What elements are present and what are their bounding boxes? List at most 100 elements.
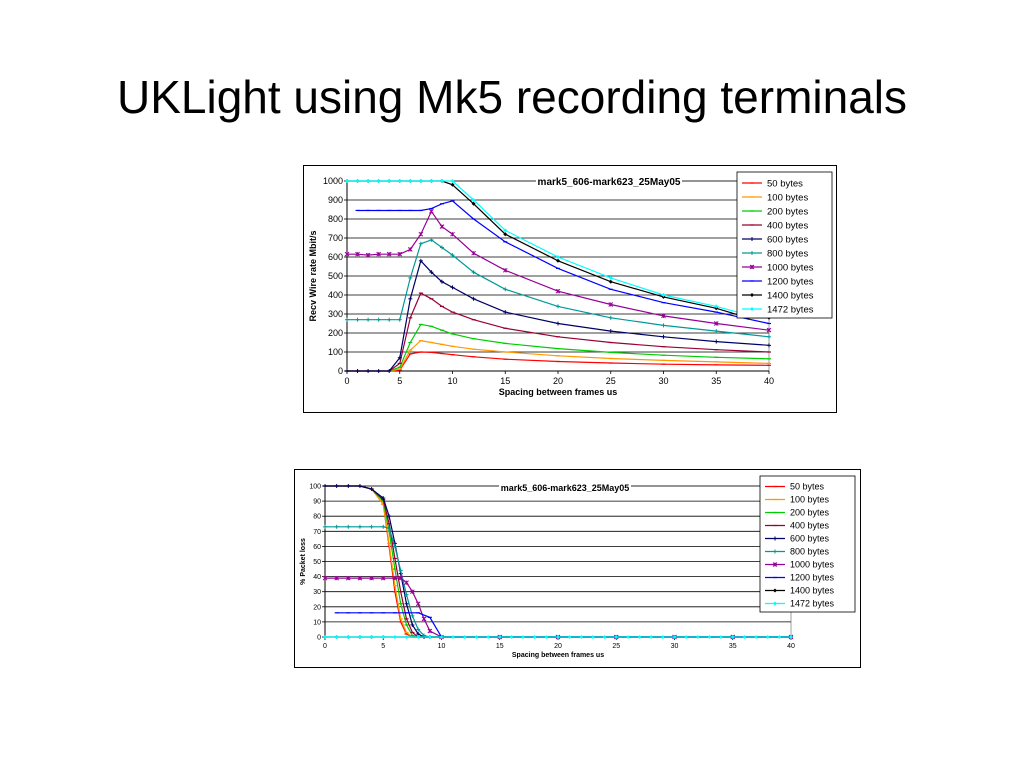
legend bbox=[759, 475, 856, 613]
point bbox=[556, 304, 560, 309]
legend-label: 1472 bytes bbox=[790, 599, 835, 609]
x-tick-label: 25 bbox=[606, 376, 616, 386]
legend-label: 50 bytes bbox=[790, 482, 825, 492]
legend-label: 600 bytes bbox=[767, 234, 808, 245]
point bbox=[369, 635, 374, 639]
legend-label: 400 bytes bbox=[790, 521, 830, 531]
point bbox=[714, 339, 719, 344]
point bbox=[521, 635, 526, 639]
point bbox=[376, 179, 381, 183]
x-tick-label: 25 bbox=[612, 643, 620, 650]
legend-entry: 100 bytes bbox=[765, 495, 830, 505]
point bbox=[387, 514, 392, 519]
point bbox=[410, 622, 415, 627]
point bbox=[767, 343, 771, 348]
legend-entry: 1200 bytes bbox=[742, 276, 814, 287]
packet-loss-chart: 0 10 20 30 40 50 60 70 80 90 100 0 5 10 15 20 25 30 35 40 Sp… bbox=[294, 469, 861, 668]
y-tick-label: 90 bbox=[313, 499, 321, 506]
point bbox=[408, 296, 413, 301]
y-tick-label: 60 bbox=[313, 544, 321, 551]
point bbox=[637, 635, 642, 639]
point bbox=[661, 313, 666, 319]
point bbox=[556, 635, 560, 639]
point bbox=[397, 179, 402, 183]
legend-entry: 1000 bytes bbox=[742, 262, 814, 273]
legend-entry: 200 bytes bbox=[742, 206, 808, 217]
x-axis-label: Spacing between frames us bbox=[512, 652, 604, 659]
point bbox=[462, 635, 467, 639]
legend-label: 200 bytes bbox=[790, 508, 830, 518]
point bbox=[323, 484, 327, 488]
legend-entry: 800 bytes bbox=[765, 547, 830, 557]
legend bbox=[736, 171, 833, 319]
series-1200-bytes bbox=[355, 200, 771, 325]
point bbox=[451, 635, 456, 639]
point bbox=[503, 228, 508, 233]
point bbox=[754, 635, 759, 639]
point bbox=[407, 247, 413, 252]
point bbox=[346, 635, 351, 639]
legend-entry: 400 bytes bbox=[742, 220, 808, 231]
legend-entry: 1000 bytes bbox=[765, 560, 835, 570]
y-tick-label: 900 bbox=[328, 195, 343, 205]
x-tick-label: 10 bbox=[438, 643, 446, 650]
legend-entry: 600 bytes bbox=[742, 234, 808, 245]
legend-label: 100 bytes bbox=[767, 192, 808, 203]
point bbox=[355, 251, 360, 257]
point bbox=[471, 296, 476, 301]
x-tick-label: 40 bbox=[787, 643, 795, 650]
point bbox=[381, 496, 386, 501]
y-tick-label: 0 bbox=[317, 634, 321, 641]
point bbox=[427, 628, 433, 634]
point bbox=[398, 568, 403, 573]
point bbox=[429, 270, 434, 275]
y-tick-label: 50 bbox=[313, 559, 321, 566]
point bbox=[773, 601, 777, 606]
point bbox=[450, 179, 455, 183]
legend-entry: 50 bytes bbox=[742, 178, 803, 189]
y-tick-label: 30 bbox=[313, 589, 321, 596]
point bbox=[418, 241, 423, 246]
point bbox=[355, 369, 360, 373]
legend-label: 1472 bytes bbox=[767, 304, 814, 315]
point bbox=[555, 288, 561, 294]
point bbox=[355, 317, 360, 322]
point bbox=[649, 635, 654, 639]
x-tick-label: 0 bbox=[323, 643, 327, 650]
point bbox=[376, 251, 382, 257]
point bbox=[323, 635, 327, 639]
point bbox=[357, 524, 362, 529]
legend-label: 1000 bytes bbox=[790, 560, 835, 570]
point bbox=[661, 293, 666, 297]
point bbox=[404, 592, 409, 597]
point bbox=[750, 237, 754, 241]
point bbox=[497, 635, 502, 639]
legend-entry: 400 bytes bbox=[765, 521, 830, 531]
point bbox=[392, 575, 398, 581]
point bbox=[357, 635, 362, 639]
x-tick-label: 5 bbox=[397, 376, 402, 386]
y-tick-label: 400 bbox=[328, 290, 343, 300]
chart-title: mark5_606-mark623_25May05 bbox=[501, 483, 630, 493]
point bbox=[486, 635, 491, 639]
legend-entry: 100 bytes bbox=[742, 192, 808, 203]
point bbox=[556, 258, 560, 263]
point bbox=[608, 315, 613, 320]
point bbox=[450, 285, 455, 290]
point bbox=[502, 267, 508, 273]
point bbox=[750, 307, 754, 311]
point bbox=[418, 179, 423, 183]
point bbox=[695, 635, 700, 639]
legend-entry: 50 bytes bbox=[765, 482, 825, 492]
legend-entry: 200 bytes bbox=[765, 508, 830, 518]
point bbox=[789, 635, 793, 639]
point bbox=[567, 635, 572, 639]
point bbox=[387, 317, 392, 322]
y-tick-label: 600 bbox=[328, 252, 343, 262]
point bbox=[369, 487, 374, 492]
legend-entry: 1472 bytes bbox=[765, 599, 835, 609]
point bbox=[713, 321, 719, 326]
point bbox=[714, 329, 719, 334]
point bbox=[381, 524, 386, 529]
point bbox=[608, 275, 613, 280]
